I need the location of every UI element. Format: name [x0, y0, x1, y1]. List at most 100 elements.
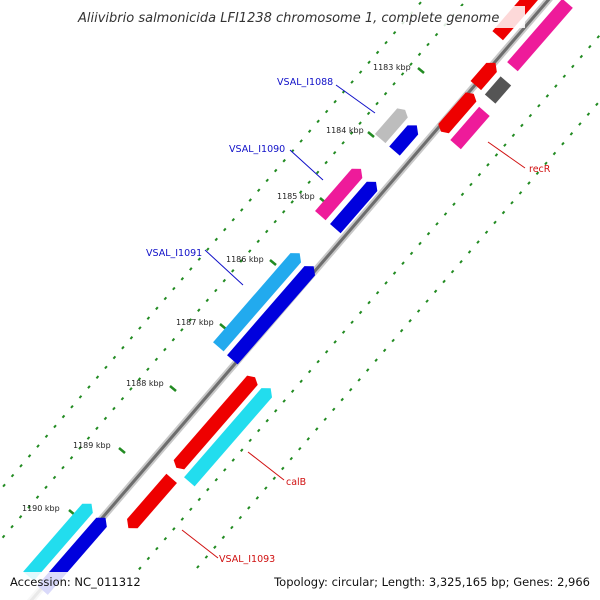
gene-callouts: [181, 84, 526, 559]
cds-blue-vsal-i1088[interactable]: [389, 121, 422, 156]
cds-blue-vsal-i1091[interactable]: [227, 262, 319, 365]
guide-dot: [467, 250, 472, 254]
cds-gray-vsal-i1088[interactable]: [374, 105, 410, 144]
guide-dot: [399, 328, 404, 333]
guide-dot: [146, 316, 151, 320]
guide-dot: [189, 507, 193, 512]
guide-dot: [391, 338, 395, 343]
guide-dot: [256, 428, 261, 433]
title-banner: Aliivibrio salmonicida LFI1238 chromosom…: [70, 6, 525, 28]
guide-dot: [222, 278, 227, 283]
scale-tick: [367, 131, 375, 138]
cds-pink-top[interactable]: [507, 0, 573, 72]
guide-dot: [323, 417, 327, 422]
guide-dot: [375, 290, 380, 295]
guide-dot: [384, 281, 388, 285]
guide-dot: [180, 328, 184, 332]
guide-dot: [324, 109, 329, 114]
guide-dot: [392, 82, 396, 86]
guide-dot: [205, 298, 210, 303]
guide-dot: [36, 444, 40, 448]
guide-dot: [579, 54, 584, 59]
cds-pink-recr[interactable]: [450, 106, 490, 150]
map-title: Aliivibrio salmonicida LFI1238 chromosom…: [77, 11, 499, 26]
guide-dot: [527, 181, 531, 185]
cds-red-vsal-i1093[interactable]: [123, 473, 177, 533]
guide-dot: [289, 456, 294, 461]
guide-dot: [537, 103, 541, 108]
gene-label-vsal-i1093[interactable]: VSAL_I1093: [219, 554, 275, 565]
guide-dot: [163, 296, 168, 301]
guide-dot: [256, 239, 260, 244]
guide-dot: [476, 240, 480, 244]
guide-dot: [299, 139, 303, 143]
guide-dot: [307, 129, 312, 133]
guide-dot: [493, 220, 497, 225]
guide-rings: [1, 1, 600, 571]
scale-tick: [118, 447, 126, 454]
gene-label-calb[interactable]: calB: [286, 477, 306, 488]
scale-tick: [169, 385, 177, 392]
gene-label-vsal-i1088[interactable]: VSAL_I1088: [277, 77, 333, 88]
cds-pink-vsal-i1090[interactable]: [315, 164, 366, 221]
cds-red-calb[interactable]: [171, 373, 260, 473]
cds-darkgray[interactable]: [484, 76, 512, 104]
guide-dot: [365, 368, 370, 372]
guide-dot: [196, 565, 200, 569]
guide-dot: [426, 231, 431, 236]
guide-dot: [375, 101, 379, 106]
guide-dot: [282, 158, 286, 163]
cds-red-recr[interactable]: [436, 89, 479, 136]
guide-dot: [281, 466, 285, 471]
guide-dot: [511, 133, 516, 138]
guide-dot: [435, 222, 439, 226]
guide-dot: [138, 566, 142, 571]
guide-dot: [384, 40, 388, 45]
guide-dot: [154, 357, 159, 362]
guide-dot: [358, 310, 363, 315]
guide-dot: [223, 468, 227, 472]
guide-dot: [273, 219, 277, 224]
guide-dot: [595, 102, 599, 107]
guide-dot: [554, 84, 558, 88]
tick-label-1184: 1184 kbp: [326, 126, 364, 135]
guide-dot: [171, 337, 176, 342]
guide-dot: [552, 151, 557, 156]
guide-dot: [214, 237, 219, 242]
guide-dot: [44, 434, 49, 439]
scale-tick: [219, 323, 227, 330]
guide-dot: [18, 515, 23, 519]
guide-dot: [248, 198, 252, 202]
guide-dot: [298, 190, 303, 194]
guide-dot: [52, 475, 57, 480]
guide-dot: [282, 399, 286, 403]
guide-dot: [255, 496, 260, 500]
cds-cyan-bottom[interactable]: [23, 499, 97, 581]
tick-label-1185: 1185 kbp: [277, 192, 315, 201]
guide-dot: [69, 456, 74, 460]
cds-red-small[interactable]: [470, 58, 501, 91]
guide-dot: [333, 340, 337, 344]
guide-dot: [112, 355, 117, 360]
guide-dot: [290, 200, 294, 204]
gene-label-vsal-i1090[interactable]: VSAL_I1090: [229, 144, 285, 155]
guide-dot: [35, 495, 40, 499]
cds-cyan-calb[interactable]: [184, 384, 276, 487]
guide-dot: [374, 358, 378, 362]
guide-dot: [349, 131, 354, 135]
guide-dot: [510, 200, 514, 205]
guide-dot: [129, 387, 133, 391]
guide-dot: [290, 389, 295, 393]
guide-dot: [332, 150, 337, 155]
guide-dot: [434, 32, 439, 37]
guide-dot: [53, 424, 57, 429]
gene-label-vsal-i1091[interactable]: VSAL_I1091: [146, 248, 202, 259]
cds-skyblue-vsal-i1091[interactable]: [213, 249, 305, 352]
guide-dot: [180, 277, 185, 281]
guide-dot: [409, 62, 413, 66]
guide-dot: [138, 326, 142, 330]
guide-dot: [2, 483, 6, 488]
cds-blue-vsal-i1090[interactable]: [330, 177, 381, 234]
guide-dot: [348, 387, 353, 392]
gene-label-recr[interactable]: recR: [529, 164, 551, 175]
